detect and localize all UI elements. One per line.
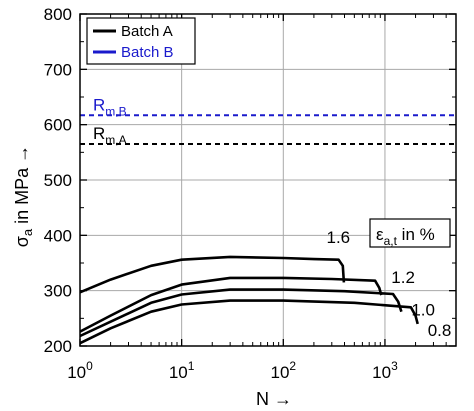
x-tick-label: 102 (270, 359, 296, 382)
series-line (79, 288, 403, 338)
grid-lines (80, 14, 456, 346)
data-series (79, 255, 419, 345)
series-label: 1.6 (327, 228, 351, 247)
y-tick-label: 400 (44, 226, 72, 245)
legend-label: Batch A (121, 23, 173, 40)
legend: Batch A Batch B (86, 17, 196, 65)
legend-box (86, 17, 196, 65)
y-tick-label: 600 (44, 116, 72, 135)
amplitude-box-label: εa,t in % (376, 225, 435, 248)
reference-line-label: Rm,A (93, 124, 127, 147)
series-line (79, 276, 383, 333)
x-tick-label: 100 (67, 359, 93, 382)
series-line (79, 299, 419, 345)
tick-labels: 200 300 400 500 600 700 800 100 101 102 103 (44, 5, 398, 382)
y-axis-title: σa in MPa → (12, 145, 35, 247)
legend-label: Batch B (121, 44, 174, 61)
series-label: 1.0 (411, 301, 435, 320)
series-label: 0.8 (428, 321, 452, 340)
y-tick-label: 700 (44, 60, 72, 79)
annotations: 1.6 1.2 1.00.8 εa,t in % (327, 218, 452, 340)
x-tick-label: 103 (372, 359, 398, 382)
series-line (79, 255, 346, 294)
y-tick-label: 500 (44, 171, 72, 190)
reference-lines: Rm,B Rm,A (80, 95, 456, 147)
y-tick-label: 200 (44, 337, 72, 356)
x-tick-label: 101 (169, 359, 195, 382)
amplitude-box (369, 218, 451, 248)
y-tick-label: 800 (44, 5, 72, 24)
y-tick-label: 300 (44, 282, 72, 301)
series-label: 1.2 (391, 268, 415, 287)
reference-line-label: Rm,B (93, 95, 127, 118)
x-axis-title: N → (256, 389, 292, 409)
